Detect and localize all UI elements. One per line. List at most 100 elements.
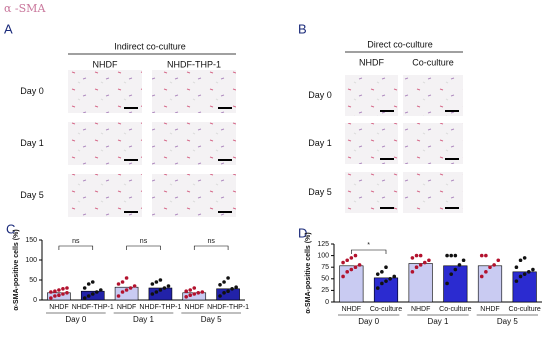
y-tick-label: 50 <box>321 276 329 283</box>
group-label: Day 1 <box>133 315 154 324</box>
micrograph <box>403 75 463 116</box>
significance-label: ns <box>72 238 80 245</box>
bar <box>114 286 139 301</box>
data-point <box>449 272 454 276</box>
data-point <box>94 290 99 294</box>
significance-label: ns <box>207 238 215 245</box>
panel-title: Indirect co-culture <box>114 41 186 51</box>
bar <box>443 265 468 303</box>
bar-label: NHDF <box>411 306 430 313</box>
significance-label: * <box>367 242 370 249</box>
data-point <box>124 276 129 280</box>
data-point <box>154 290 159 294</box>
data-point <box>522 256 527 260</box>
row-label: Day 1 <box>20 138 44 148</box>
data-point <box>158 278 163 282</box>
data-point <box>82 286 87 290</box>
data-point <box>222 291 226 295</box>
data-point <box>414 265 419 270</box>
micrograph <box>345 172 398 213</box>
row-label: Day 1 <box>308 138 332 148</box>
y-tick-label: 100 <box>317 252 329 259</box>
y-tick-label: 0 <box>325 299 329 306</box>
bar-label: NHDF-THP-1 <box>139 304 181 311</box>
data-point <box>116 294 121 298</box>
data-point <box>226 289 230 294</box>
data-point <box>120 280 125 284</box>
data-point <box>375 286 380 290</box>
y-axis-label: α-SMA-positive cells (%) <box>305 232 312 313</box>
group-label: Day 5 <box>497 317 518 326</box>
group-label: Day 0 <box>65 315 86 324</box>
bar <box>477 265 503 303</box>
data-point <box>82 296 87 300</box>
data-point <box>234 285 238 290</box>
data-point <box>522 272 527 276</box>
bar-label: NHDF-THP-1 <box>72 304 114 311</box>
data-point <box>65 286 69 290</box>
data-point <box>341 260 345 265</box>
row-label: Day 0 <box>20 86 44 96</box>
data-point <box>188 293 193 298</box>
data-point <box>414 253 419 258</box>
data-point <box>484 253 488 258</box>
row-label: Day 5 <box>20 190 44 200</box>
data-point <box>158 288 163 292</box>
data-point <box>226 276 230 280</box>
data-point <box>90 292 95 296</box>
data-point <box>388 277 392 281</box>
data-point <box>57 293 61 298</box>
data-point <box>49 296 53 300</box>
y-axis-label: α-SMA-positive cells (%) <box>13 229 20 310</box>
panel-letter: B <box>298 21 307 36</box>
data-point <box>188 288 193 292</box>
data-point <box>86 294 91 298</box>
data-point <box>445 281 449 286</box>
data-point <box>449 253 454 258</box>
data-point <box>514 265 519 270</box>
data-point <box>341 274 345 279</box>
data-point <box>518 258 523 263</box>
y-tick-label: 50 <box>29 277 37 284</box>
bar-label: NHDF <box>49 304 68 311</box>
data-point <box>526 270 531 274</box>
data-point <box>154 280 159 284</box>
bar-label: NHDF <box>185 304 204 311</box>
y-tick-label: 75 <box>321 264 329 271</box>
data-point <box>192 286 197 290</box>
micrograph <box>403 123 463 164</box>
bar <box>216 288 240 301</box>
micrograph <box>345 123 398 164</box>
header-title: α -SMA <box>4 2 46 15</box>
data-point <box>192 292 197 296</box>
group-label: Day 1 <box>428 317 449 326</box>
data-point <box>184 289 188 294</box>
data-point <box>445 253 449 258</box>
bar <box>148 287 173 301</box>
data-point <box>65 291 69 295</box>
data-point <box>410 256 415 260</box>
data-point <box>345 258 350 263</box>
data-point <box>90 280 95 284</box>
y-tick-label: 150 <box>25 237 37 244</box>
data-point <box>479 274 484 279</box>
micrograph <box>152 174 236 217</box>
data-point <box>49 290 53 294</box>
data-point <box>357 263 362 267</box>
data-point <box>166 284 171 288</box>
data-point <box>184 295 188 299</box>
data-point <box>349 267 354 272</box>
data-point <box>230 287 234 291</box>
data-point <box>410 270 415 274</box>
micrograph <box>68 70 142 113</box>
column-label: NHDF <box>93 59 118 69</box>
data-point <box>488 265 492 270</box>
data-point <box>53 294 57 298</box>
data-point <box>492 263 496 267</box>
column-label: NHDF-THP-1 <box>167 59 221 69</box>
data-point <box>380 281 384 286</box>
data-point <box>418 253 423 258</box>
data-point <box>453 253 458 258</box>
y-tick-label: 25 <box>321 287 329 294</box>
